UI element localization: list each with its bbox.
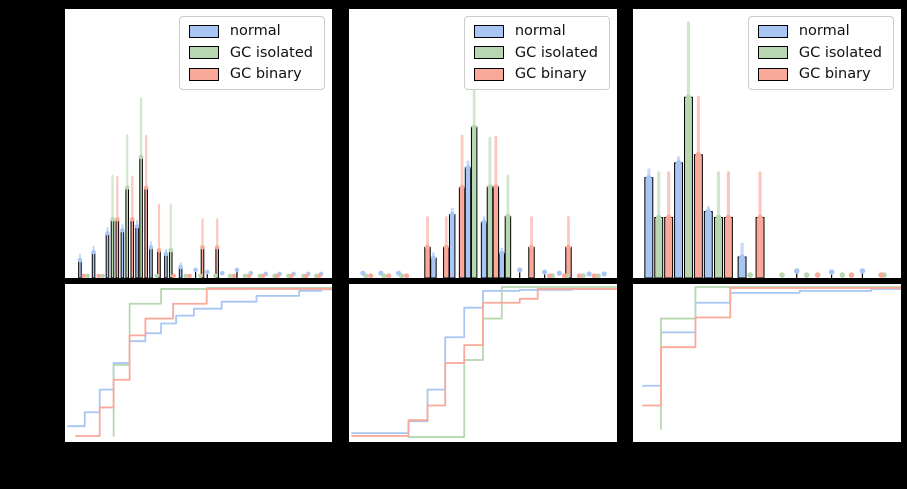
cdf-axes-1 <box>64 283 333 443</box>
legend-swatch-normal <box>188 24 219 38</box>
legend-label-normal: normal <box>229 23 281 39</box>
legend-swatch-gc-isolated <box>188 46 219 60</box>
legend-swatch-gc-isolated <box>473 46 504 60</box>
legend-swatch-gc-isolated <box>757 46 788 60</box>
histogram-plot-2 <box>360 59 607 278</box>
legend-item-gc-binary: GC binary <box>188 66 313 82</box>
histogram-plot-1 <box>77 97 324 278</box>
legend-label-gc-isolated: GC isolated <box>514 44 598 61</box>
legend-label-gc-binary: GC binary <box>798 66 871 82</box>
legend-swatch-gc-binary <box>473 67 504 81</box>
legend-item-normal: normal <box>757 23 882 39</box>
legend-swatch-gc-binary <box>757 67 788 81</box>
legend-item-gc-isolated: GC isolated <box>188 44 313 61</box>
cdf-plot-3 <box>642 286 901 431</box>
legend-3: normal GC isolated GC binary <box>747 16 894 90</box>
legend-1: normal GC isolated GC binary <box>178 16 325 90</box>
legend-item-normal: normal <box>473 23 598 39</box>
histogram-axes-1: normal GC isolated GC binary <box>64 8 333 279</box>
histogram-axes-3: normal GC isolated GC binary <box>632 8 902 279</box>
legend-item-normal: normal <box>188 23 313 39</box>
cdf-axes-3 <box>632 283 902 443</box>
legend-item-gc-binary: GC binary <box>473 66 598 82</box>
histogram-axes-2: normal GC isolated GC binary <box>348 8 618 279</box>
legend-item-gc-binary: GC binary <box>757 66 882 82</box>
legend-swatch-gc-binary <box>188 67 219 81</box>
legend-item-gc-isolated: GC isolated <box>757 44 882 61</box>
cdf-plot-1 <box>67 287 332 437</box>
legend-label-gc-isolated: GC isolated <box>229 44 313 61</box>
legend-label-gc-binary: GC binary <box>229 66 302 82</box>
legend-2: normal GC isolated GC binary <box>463 16 610 90</box>
legend-label-gc-isolated: GC isolated <box>798 44 882 61</box>
legend-swatch-normal <box>757 24 788 38</box>
cdf-plot-2 <box>351 286 617 438</box>
legend-swatch-normal <box>473 24 504 38</box>
legend-item-gc-isolated: GC isolated <box>473 44 598 61</box>
legend-label-normal: normal <box>798 23 850 39</box>
cdf-axes-2 <box>348 283 618 443</box>
histogram-plot-3 <box>644 21 887 278</box>
legend-label-normal: normal <box>514 23 566 39</box>
legend-label-gc-binary: GC binary <box>514 66 587 82</box>
